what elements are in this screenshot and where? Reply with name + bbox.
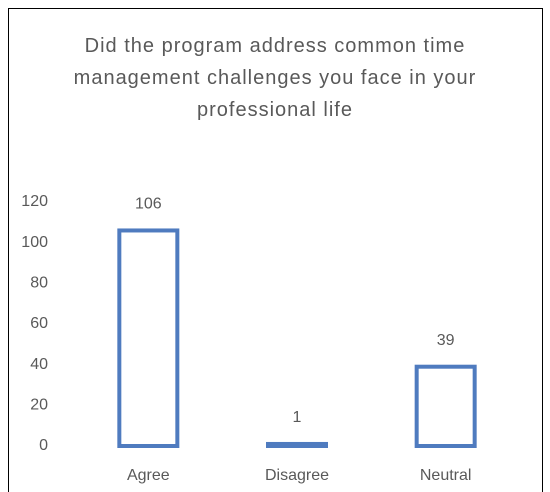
y-tick-label: 60 [30,315,48,332]
y-tick-label: 0 [39,437,48,454]
y-tick-label: 120 [21,193,48,210]
x-tick-label: Neutral [420,467,472,484]
y-tick-label: 80 [30,275,48,292]
y-tick-label: 20 [30,397,48,414]
y-tick-label: 40 [30,356,48,373]
bar [117,228,180,448]
y-tick-label: 100 [21,234,48,251]
data-label: 1 [293,409,302,426]
bar [266,441,328,449]
data-label: 39 [437,332,455,349]
chart-title: Did the program address common time mana… [73,35,477,121]
data-label: 106 [135,196,162,213]
bar [414,364,477,449]
x-tick-label: Disagree [265,467,329,484]
x-tick-label: Agree [127,467,170,484]
